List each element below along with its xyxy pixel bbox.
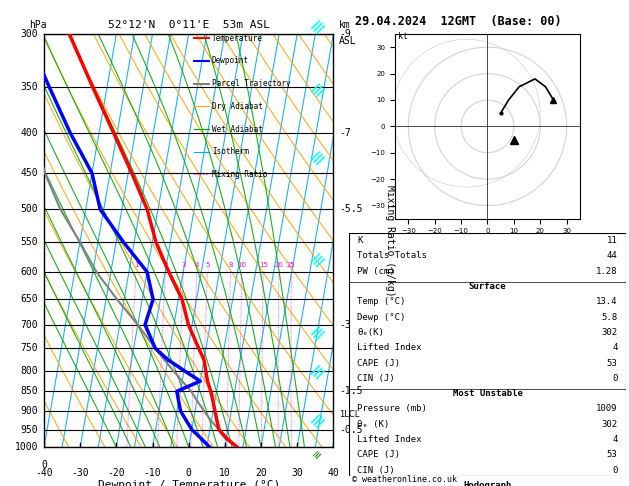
Text: 11: 11 xyxy=(607,236,618,245)
Text: 5.8: 5.8 xyxy=(601,312,618,322)
Text: -0.5: -0.5 xyxy=(339,424,363,434)
Text: 1.28: 1.28 xyxy=(596,267,618,276)
Text: Surface: Surface xyxy=(469,282,506,291)
Text: km: km xyxy=(339,20,351,30)
Text: 1000: 1000 xyxy=(14,442,38,452)
Text: PW (cm): PW (cm) xyxy=(357,267,395,276)
Text: 8: 8 xyxy=(228,262,233,268)
Text: Totals Totals: Totals Totals xyxy=(357,251,427,260)
Text: 400: 400 xyxy=(21,128,38,138)
Text: 850: 850 xyxy=(21,386,38,397)
Text: 750: 750 xyxy=(21,344,38,353)
Text: © weatheronline.co.uk: © weatheronline.co.uk xyxy=(352,474,457,484)
Text: Dewpoint / Temperature (°C): Dewpoint / Temperature (°C) xyxy=(97,480,280,486)
Text: ≡: ≡ xyxy=(305,407,330,432)
Text: 950: 950 xyxy=(21,424,38,434)
Text: 13.4: 13.4 xyxy=(596,297,618,306)
Text: 350: 350 xyxy=(21,82,38,92)
Text: 300: 300 xyxy=(21,29,38,39)
Text: 700: 700 xyxy=(21,320,38,330)
Text: 10: 10 xyxy=(237,262,247,268)
Text: 500: 500 xyxy=(21,204,38,214)
Text: Mixing Ratio (g/kg): Mixing Ratio (g/kg) xyxy=(386,185,396,296)
Text: 4: 4 xyxy=(194,262,199,268)
Text: 1LCL: 1LCL xyxy=(339,410,360,419)
Text: 4: 4 xyxy=(612,435,618,444)
Text: 600: 600 xyxy=(21,267,38,277)
Text: -9: -9 xyxy=(339,29,351,39)
Text: 15: 15 xyxy=(259,262,268,268)
Text: θₑ(K): θₑ(K) xyxy=(357,328,384,337)
Text: 302: 302 xyxy=(601,420,618,429)
Text: 53: 53 xyxy=(607,451,618,459)
Text: ≡: ≡ xyxy=(305,358,330,383)
Text: Dry Adiabat: Dry Adiabat xyxy=(212,102,263,111)
Text: Wet Adiabat: Wet Adiabat xyxy=(212,124,263,134)
Text: ≡: ≡ xyxy=(305,246,330,271)
Text: K: K xyxy=(357,236,363,245)
Text: CIN (J): CIN (J) xyxy=(357,374,395,383)
Text: CAPE (J): CAPE (J) xyxy=(357,359,401,367)
Text: Temperature: Temperature xyxy=(212,34,263,43)
Text: Isotherm: Isotherm xyxy=(212,147,249,156)
Text: ≡: ≡ xyxy=(305,319,330,344)
Text: 550: 550 xyxy=(21,237,38,247)
Text: 44: 44 xyxy=(607,251,618,260)
Text: 20: 20 xyxy=(274,262,283,268)
Text: Mixing Ratio: Mixing Ratio xyxy=(212,170,267,179)
Text: 1009: 1009 xyxy=(596,404,618,414)
Text: 2: 2 xyxy=(163,262,167,268)
Text: 25: 25 xyxy=(287,262,296,268)
Text: 800: 800 xyxy=(21,365,38,376)
Text: 302: 302 xyxy=(601,328,618,337)
Text: Dewp (°C): Dewp (°C) xyxy=(357,312,406,322)
Text: 0: 0 xyxy=(612,374,618,383)
Text: 4: 4 xyxy=(612,343,618,352)
Text: 0: 0 xyxy=(41,460,47,470)
Text: 1: 1 xyxy=(134,262,138,268)
Text: 3: 3 xyxy=(181,262,186,268)
Text: Hodograph: Hodograph xyxy=(464,481,511,486)
Text: θₑ (K): θₑ (K) xyxy=(357,420,389,429)
Text: Lifted Index: Lifted Index xyxy=(357,343,422,352)
Text: Pressure (mb): Pressure (mb) xyxy=(357,404,427,414)
Text: CAPE (J): CAPE (J) xyxy=(357,451,401,459)
Text: 5: 5 xyxy=(205,262,209,268)
Text: ≡: ≡ xyxy=(311,448,325,461)
Text: ≡: ≡ xyxy=(305,13,330,38)
Text: -1.5: -1.5 xyxy=(339,386,363,397)
Text: -3: -3 xyxy=(339,320,351,330)
Text: Most Unstable: Most Unstable xyxy=(452,389,523,398)
Text: hPa: hPa xyxy=(30,20,47,30)
Text: 53: 53 xyxy=(607,359,618,367)
Text: -7: -7 xyxy=(339,128,351,138)
Text: 30: 30 xyxy=(291,468,303,478)
Text: Temp (°C): Temp (°C) xyxy=(357,297,406,306)
Text: ≡: ≡ xyxy=(305,144,330,169)
Text: 650: 650 xyxy=(21,295,38,304)
Text: 20: 20 xyxy=(255,468,267,478)
Text: 900: 900 xyxy=(21,406,38,416)
Text: -30: -30 xyxy=(71,468,89,478)
Text: -40: -40 xyxy=(35,468,53,478)
Text: Parcel Trajectory: Parcel Trajectory xyxy=(212,79,291,88)
Text: Dewpoint: Dewpoint xyxy=(212,56,249,66)
Text: CIN (J): CIN (J) xyxy=(357,466,395,475)
Text: 29.04.2024  12GMT  (Base: 00): 29.04.2024 12GMT (Base: 00) xyxy=(355,15,562,28)
Text: ≡: ≡ xyxy=(305,76,330,101)
Text: -20: -20 xyxy=(108,468,125,478)
Text: -10: -10 xyxy=(143,468,162,478)
Title: 52°12'N  0°11'E  53m ASL: 52°12'N 0°11'E 53m ASL xyxy=(108,20,270,31)
Text: 450: 450 xyxy=(21,168,38,178)
Text: 40: 40 xyxy=(328,468,339,478)
Text: kt: kt xyxy=(398,32,408,41)
Text: 0: 0 xyxy=(186,468,192,478)
Text: Lifted Index: Lifted Index xyxy=(357,435,422,444)
Text: 0: 0 xyxy=(612,466,618,475)
Text: ASL: ASL xyxy=(339,36,357,47)
Text: 10: 10 xyxy=(219,468,231,478)
Text: -5.5: -5.5 xyxy=(339,204,363,214)
